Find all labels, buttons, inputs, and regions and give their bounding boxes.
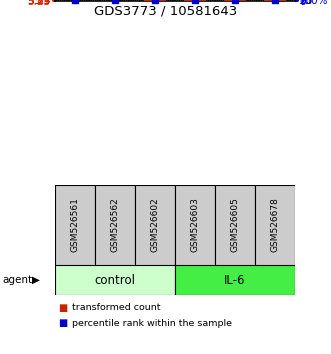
Bar <box>55 265 175 295</box>
Text: IL-6: IL-6 <box>224 274 246 286</box>
Bar <box>175 265 295 295</box>
Text: GSM526603: GSM526603 <box>191 198 200 252</box>
Bar <box>175 185 215 265</box>
Text: ■: ■ <box>58 303 68 313</box>
Text: agent: agent <box>2 275 32 285</box>
Bar <box>55 185 95 265</box>
Text: GSM526561: GSM526561 <box>71 198 79 252</box>
Text: ▶: ▶ <box>32 275 40 285</box>
Bar <box>255 185 295 265</box>
Bar <box>135 185 175 265</box>
Text: transformed count: transformed count <box>71 303 160 313</box>
Bar <box>215 185 255 265</box>
Text: control: control <box>94 274 135 286</box>
Text: percentile rank within the sample: percentile rank within the sample <box>71 319 232 327</box>
Text: GSM526678: GSM526678 <box>270 198 279 252</box>
Text: GSM526602: GSM526602 <box>151 198 160 252</box>
Text: GSM526562: GSM526562 <box>111 198 119 252</box>
Bar <box>95 185 135 265</box>
Text: ■: ■ <box>58 318 68 328</box>
Text: GSM526605: GSM526605 <box>230 198 240 252</box>
Text: GDS3773 / 10581643: GDS3773 / 10581643 <box>94 5 237 18</box>
